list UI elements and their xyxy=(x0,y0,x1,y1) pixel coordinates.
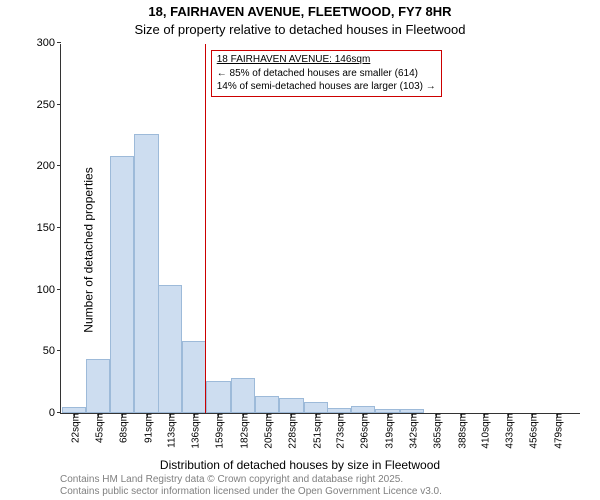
chart-title-line2: Size of property relative to detached ho… xyxy=(0,22,600,37)
x-tick-label: 68sqm xyxy=(115,413,130,443)
y-tick-mark xyxy=(57,289,61,290)
callout-line: 14% of semi-detached houses are larger (… xyxy=(217,80,436,94)
footer-line2: Contains public sector information licen… xyxy=(60,486,442,498)
y-tick-label: 0 xyxy=(49,407,61,419)
histogram-bar xyxy=(86,359,110,413)
x-tick-label: 410sqm xyxy=(476,413,491,449)
x-tick-label: 22sqm xyxy=(66,413,81,443)
x-tick-label: 365sqm xyxy=(429,413,444,449)
y-tick-mark xyxy=(57,42,61,43)
x-tick-label: 296sqm xyxy=(356,413,371,449)
x-tick-label: 113sqm xyxy=(162,413,177,448)
x-tick-label: 479sqm xyxy=(549,413,564,449)
x-tick-label: 205sqm xyxy=(260,413,275,449)
y-tick-mark xyxy=(57,104,61,105)
x-tick-label: 91sqm xyxy=(139,413,154,443)
x-tick-label: 45sqm xyxy=(90,413,105,443)
x-tick-label: 388sqm xyxy=(453,413,468,449)
callout-line: ← 85% of detached houses are smaller (61… xyxy=(217,67,436,81)
reference-line xyxy=(205,44,206,413)
x-tick-label: 228sqm xyxy=(284,413,299,449)
x-tick-label: 342sqm xyxy=(404,413,419,449)
plot-area: 05010015020025030022sqm45sqm68sqm91sqm11… xyxy=(60,44,580,414)
x-tick-label: 319sqm xyxy=(380,413,395,449)
histogram-bar xyxy=(255,396,279,413)
histogram-bar xyxy=(182,341,206,413)
y-tick-mark xyxy=(57,412,61,413)
histogram-bar xyxy=(231,378,255,413)
histogram-bar xyxy=(110,156,134,413)
footer-line1: Contains HM Land Registry data © Crown c… xyxy=(60,474,442,486)
x-tick-label: 136sqm xyxy=(187,413,202,449)
histogram-bar xyxy=(158,285,182,413)
y-tick-label: 100 xyxy=(37,284,61,296)
y-tick-label: 150 xyxy=(37,222,61,234)
footer-attribution: Contains HM Land Registry data © Crown c… xyxy=(60,474,442,498)
y-tick-label: 50 xyxy=(43,345,61,357)
histogram-bar xyxy=(134,134,158,413)
y-tick-label: 300 xyxy=(37,37,61,49)
callout-box: 18 FAIRHAVEN AVENUE: 146sqm← 85% of deta… xyxy=(211,50,442,97)
y-tick-mark xyxy=(57,227,61,228)
x-tick-label: 273sqm xyxy=(331,413,346,449)
histogram-bar xyxy=(351,406,375,413)
x-tick-label: 159sqm xyxy=(211,413,226,449)
y-tick-mark xyxy=(57,350,61,351)
y-tick-label: 250 xyxy=(37,99,61,111)
histogram-bar xyxy=(206,381,230,413)
x-axis-label: Distribution of detached houses by size … xyxy=(0,458,600,472)
x-tick-label: 433sqm xyxy=(501,413,516,449)
x-tick-label: 182sqm xyxy=(235,413,250,449)
x-tick-label: 251sqm xyxy=(308,413,323,449)
x-tick-label: 456sqm xyxy=(525,413,540,449)
histogram-bar xyxy=(279,398,303,413)
histogram-chart: 18, FAIRHAVEN AVENUE, FLEETWOOD, FY7 8HR… xyxy=(0,0,600,500)
y-tick-mark xyxy=(57,165,61,166)
y-tick-label: 200 xyxy=(37,160,61,172)
callout-line: 18 FAIRHAVEN AVENUE: 146sqm xyxy=(217,53,436,67)
histogram-bar xyxy=(304,402,328,413)
chart-title-line1: 18, FAIRHAVEN AVENUE, FLEETWOOD, FY7 8HR xyxy=(0,4,600,19)
